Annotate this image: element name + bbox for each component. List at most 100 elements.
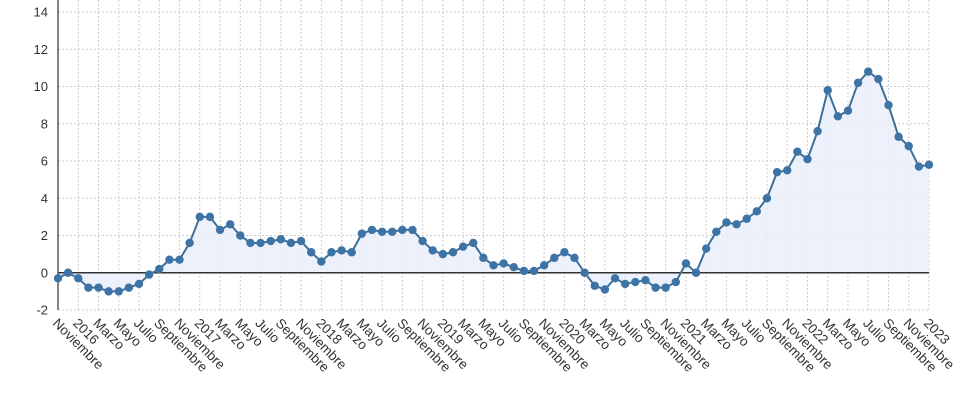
- data-point: [519, 266, 529, 276]
- data-point: [144, 270, 154, 279]
- data-point: [843, 106, 853, 115]
- data-point: [600, 285, 610, 294]
- data-point: [833, 112, 843, 121]
- y-tick-label: 4: [41, 191, 48, 206]
- data-point: [529, 266, 539, 276]
- data-point: [155, 264, 164, 274]
- data-point: [722, 218, 731, 227]
- data-point: [651, 283, 660, 292]
- data-point: [327, 248, 336, 257]
- data-point: [914, 162, 924, 171]
- data-point: [803, 154, 812, 164]
- data-point: [236, 231, 245, 240]
- y-axis-ticks: -2 0 2 4 6 8 10 12 14: [34, 5, 48, 318]
- series-markers: [53, 67, 934, 296]
- data-point: [246, 238, 255, 248]
- data-point: [84, 283, 93, 292]
- data-point: [63, 268, 73, 277]
- data-point: [853, 78, 863, 87]
- data-point: [742, 214, 751, 223]
- data-point: [195, 212, 204, 222]
- data-point: [864, 67, 873, 76]
- y-tick-label: 0: [41, 265, 48, 280]
- data-point: [661, 283, 670, 292]
- data-point: [894, 132, 903, 141]
- data-point: [74, 274, 83, 283]
- data-point: [701, 244, 711, 253]
- data-point: [104, 287, 113, 296]
- data-point: [681, 259, 691, 268]
- data-point: [418, 236, 427, 246]
- data-point: [357, 229, 367, 238]
- data-point: [215, 225, 225, 235]
- data-point: [175, 255, 184, 264]
- data-point: [823, 86, 832, 95]
- data-point: [904, 141, 913, 151]
- data-point: [732, 220, 741, 229]
- data-point: [134, 279, 144, 289]
- data-point: [783, 166, 792, 175]
- data-point: [712, 227, 721, 236]
- data-point: [286, 238, 296, 248]
- data-point: [94, 283, 103, 292]
- data-point: [307, 248, 316, 257]
- data-point: [205, 212, 215, 222]
- data-point: [296, 236, 306, 246]
- data-point: [469, 238, 478, 248]
- data-point: [458, 242, 468, 251]
- data-point: [560, 248, 569, 257]
- data-point: [772, 167, 782, 177]
- data-point: [509, 262, 518, 272]
- data-point: [620, 279, 630, 289]
- data-point: [276, 235, 286, 244]
- data-point: [762, 194, 772, 203]
- data-point: [924, 160, 934, 169]
- data-point: [641, 276, 650, 285]
- series-area-fill: [58, 71, 929, 292]
- data-point: [377, 227, 387, 236]
- y-tick-label: 8: [41, 116, 48, 131]
- data-point: [671, 277, 680, 287]
- data-point: [610, 274, 620, 283]
- data-point: [539, 261, 549, 270]
- data-point: [570, 253, 579, 263]
- y-tick-label: 10: [34, 79, 48, 94]
- data-point: [124, 283, 134, 292]
- data-point: [884, 100, 893, 110]
- data-point: [53, 274, 63, 283]
- data-point: [347, 248, 356, 257]
- data-point: [499, 259, 508, 268]
- data-point: [114, 287, 123, 296]
- data-point: [874, 74, 883, 84]
- data-point: [438, 249, 448, 259]
- data-point: [266, 236, 275, 246]
- data-point: [225, 220, 235, 229]
- data-point: [388, 227, 397, 236]
- data-point: [691, 268, 701, 277]
- y-tick-label: 14: [34, 5, 48, 20]
- y-tick-label: 2: [41, 228, 48, 243]
- data-point: [408, 225, 417, 235]
- data-point: [550, 253, 559, 263]
- data-point: [631, 277, 640, 287]
- y-tick-label: 6: [41, 154, 48, 169]
- data-point: [489, 261, 498, 270]
- data-point: [317, 257, 326, 266]
- data-point: [367, 225, 377, 235]
- data-point: [398, 225, 407, 235]
- data-point: [185, 238, 194, 248]
- y-tick-label: -2: [36, 303, 48, 318]
- x-axis-labels: Noviembre2016MarzoMayoJulioSeptiembreNov…: [50, 316, 958, 375]
- data-point: [165, 255, 174, 264]
- data-point: [479, 253, 488, 263]
- data-point: [813, 127, 822, 136]
- data-point: [428, 246, 437, 255]
- y-tick-label: 12: [34, 42, 48, 57]
- data-point: [337, 246, 346, 255]
- data-point: [256, 238, 265, 248]
- data-point: [793, 147, 802, 156]
- data-point: [580, 268, 589, 277]
- data-point: [752, 207, 762, 216]
- data-point: [590, 281, 599, 290]
